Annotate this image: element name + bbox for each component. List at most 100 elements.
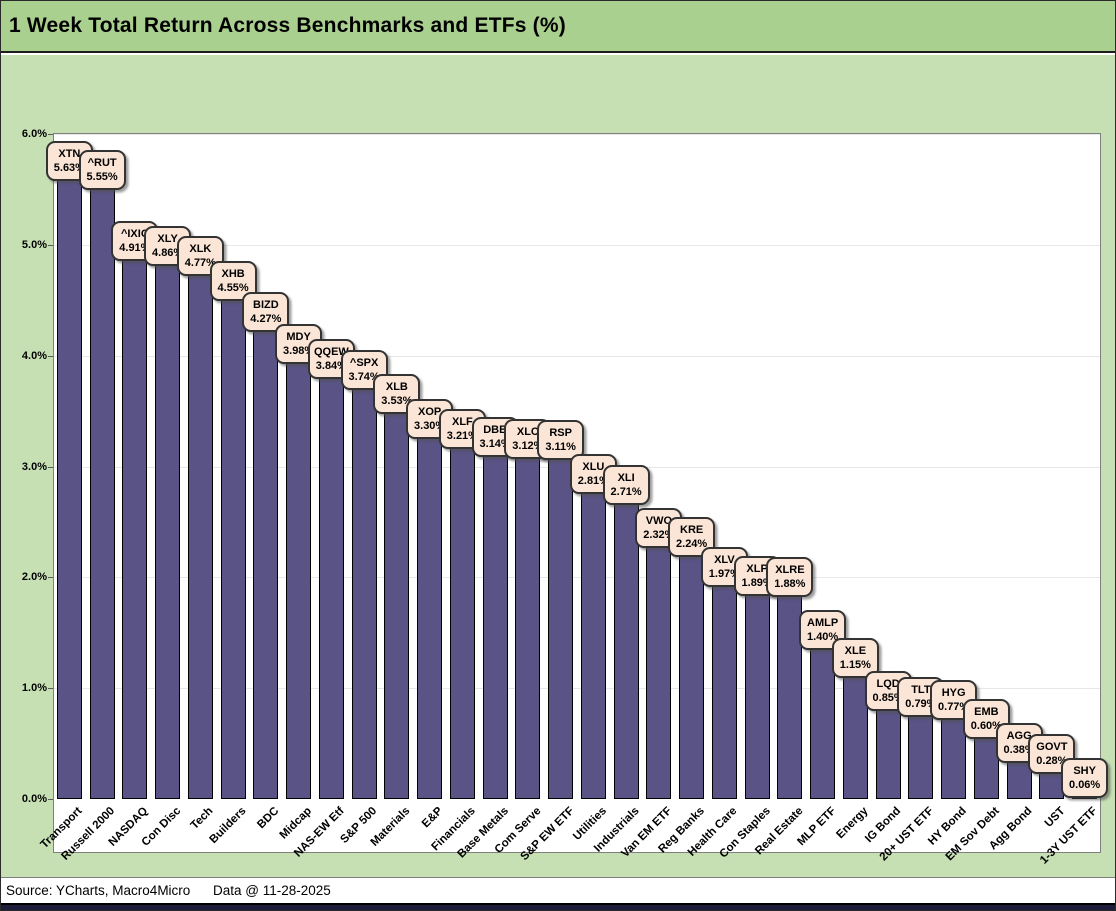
bar-XLI bbox=[613, 498, 639, 799]
bar-XLP bbox=[744, 589, 770, 799]
data-label-value: 1.89% bbox=[741, 576, 773, 589]
data-label-value: 1.88% bbox=[774, 577, 806, 590]
source-text: Source: YCharts, Macro4Micro bbox=[6, 883, 191, 898]
data-label-ticker: ^RUT bbox=[87, 156, 117, 169]
footer: Source: YCharts, Macro4Micro Data @ 11-2… bbox=[1, 878, 1115, 905]
data-label-value: 3.14% bbox=[479, 437, 511, 450]
data-label-ticker: XLF bbox=[451, 416, 473, 429]
y-axis-tickmark bbox=[48, 466, 53, 468]
data-label-ticker: XLU bbox=[582, 460, 605, 473]
data-label-ticker: LQD bbox=[876, 677, 900, 690]
bar-XHB bbox=[220, 294, 246, 799]
data-label-value: 4.91% bbox=[119, 241, 151, 254]
data-label-ticker: BIZD bbox=[253, 298, 279, 311]
bar-MDY bbox=[286, 357, 312, 799]
data-label-ticker: EMB bbox=[974, 705, 999, 718]
data-label-value: 0.60% bbox=[970, 719, 1002, 732]
data-label-ticker: XLE bbox=[844, 644, 867, 657]
data-label-KRE: KRE 2.24% bbox=[668, 516, 716, 557]
bar-^IXIC bbox=[122, 254, 148, 799]
data-label-ticker: XLY bbox=[157, 233, 178, 246]
data-label-ticker: XLB bbox=[385, 380, 408, 393]
y-axis-tickmark bbox=[48, 355, 53, 357]
data-label-ticker: TLT bbox=[911, 684, 931, 697]
y-axis-tick-label: 5.0% bbox=[21, 238, 47, 251]
data-label-value: 3.12% bbox=[512, 440, 544, 453]
y-axis-tick-label: 4.0% bbox=[21, 349, 47, 362]
y-axis-tickmark bbox=[48, 244, 53, 246]
data-label-value: 2.24% bbox=[676, 537, 708, 550]
data-label-ticker: RSP bbox=[549, 427, 572, 440]
data-label-value: 0.06% bbox=[1069, 779, 1101, 792]
gridline bbox=[54, 244, 1100, 246]
bottom-strip bbox=[1, 905, 1115, 910]
data-label-ticker: AGG bbox=[1006, 729, 1032, 742]
y-axis-tickmark bbox=[48, 799, 53, 800]
data-label-value: 4.55% bbox=[217, 281, 249, 294]
data-label-value: 3.84% bbox=[315, 360, 347, 373]
gridline bbox=[54, 134, 1100, 135]
data-label-value: 3.21% bbox=[446, 430, 478, 443]
data-label-value: 0.79% bbox=[905, 698, 937, 711]
bar-RSP bbox=[548, 454, 574, 799]
data-label-value: 0.85% bbox=[872, 691, 904, 704]
data-label-ticker: QQEW bbox=[313, 346, 349, 359]
data-label-ticker: MDY bbox=[286, 330, 311, 343]
data-label-value: 4.27% bbox=[250, 312, 282, 325]
chart-area: 0.0% 1.0% 2.0% 3.0% 4.0% 5.0% 6.0% XTN 5.63% ^RUT… bbox=[1, 55, 1115, 878]
data-label-ticker: SHY bbox=[1073, 765, 1096, 778]
bar-XLV bbox=[711, 580, 737, 799]
data-label-ticker: HYG bbox=[941, 686, 966, 699]
data-label-ticker: XLRE bbox=[775, 563, 805, 576]
bar-XLY bbox=[155, 260, 181, 799]
bar-KRE bbox=[679, 550, 705, 799]
data-date-text: Data @ 11-28-2025 bbox=[213, 883, 331, 898]
data-label-value: 2.71% bbox=[610, 485, 642, 498]
y-axis-tick-label: 0.0% bbox=[21, 793, 47, 805]
data-label-ticker: GOVT bbox=[1036, 740, 1068, 753]
data-label-XLRE: XLRE 1.88% bbox=[766, 556, 814, 597]
y-axis-tick-label: 2.0% bbox=[21, 571, 47, 584]
data-label-value: 1.97% bbox=[708, 567, 740, 580]
data-label-ticker: KRE bbox=[680, 523, 704, 536]
bar-QQEW bbox=[318, 373, 344, 799]
data-label-value: 3.11% bbox=[545, 441, 576, 454]
data-label-ticker: XLC bbox=[516, 426, 539, 439]
gridline bbox=[54, 355, 1100, 357]
bar-^RUT bbox=[89, 183, 115, 799]
data-label-AMLP: AMLP 1.40% bbox=[799, 609, 847, 650]
data-label-ticker: XLI bbox=[617, 471, 635, 484]
data-label-ticker: XHB bbox=[221, 267, 245, 280]
data-label-SHY: SHY 0.06% bbox=[1061, 758, 1109, 799]
bar-^SPX bbox=[351, 384, 377, 799]
bar-XLB bbox=[384, 407, 410, 799]
y-axis-tick-label: 6.0% bbox=[21, 128, 47, 140]
chart-title: 1 Week Total Return Across Benchmarks an… bbox=[9, 14, 566, 37]
data-label-value: 3.74% bbox=[348, 371, 380, 384]
bar-XLC bbox=[515, 453, 541, 799]
y-axis-tick-label: 1.0% bbox=[21, 682, 47, 695]
data-label-XLB: XLB 3.53% bbox=[373, 373, 421, 414]
data-label-ticker: AMLP bbox=[807, 616, 839, 629]
data-label-value: 5.55% bbox=[86, 170, 118, 183]
data-label-value: 0.28% bbox=[1036, 754, 1068, 767]
bar-EMB bbox=[973, 732, 999, 799]
data-label-ticker: DBB bbox=[483, 423, 508, 436]
bar-DBB bbox=[482, 450, 508, 799]
data-label-ticker: XLV bbox=[714, 553, 735, 566]
data-label-RSP: RSP 3.11% bbox=[537, 420, 585, 461]
data-label-ticker: ^SPX bbox=[349, 357, 379, 370]
bar-XTN bbox=[56, 175, 82, 799]
data-label-ticker: XLK bbox=[189, 243, 212, 256]
data-label-^RUT: ^RUT 5.55% bbox=[78, 149, 126, 190]
y-axis-tickmark bbox=[48, 688, 53, 690]
data-label-ticker: ^IXIC bbox=[120, 227, 149, 240]
data-label-XLI: XLI 2.71% bbox=[602, 464, 650, 505]
data-label-value: 0.77% bbox=[938, 700, 970, 713]
data-label-value: 3.30% bbox=[414, 420, 446, 433]
data-label-ticker: XTN bbox=[58, 148, 81, 160]
data-label-value: 5.63% bbox=[53, 162, 85, 174]
bar-XLE bbox=[842, 671, 868, 799]
bar-HYG bbox=[941, 713, 967, 799]
